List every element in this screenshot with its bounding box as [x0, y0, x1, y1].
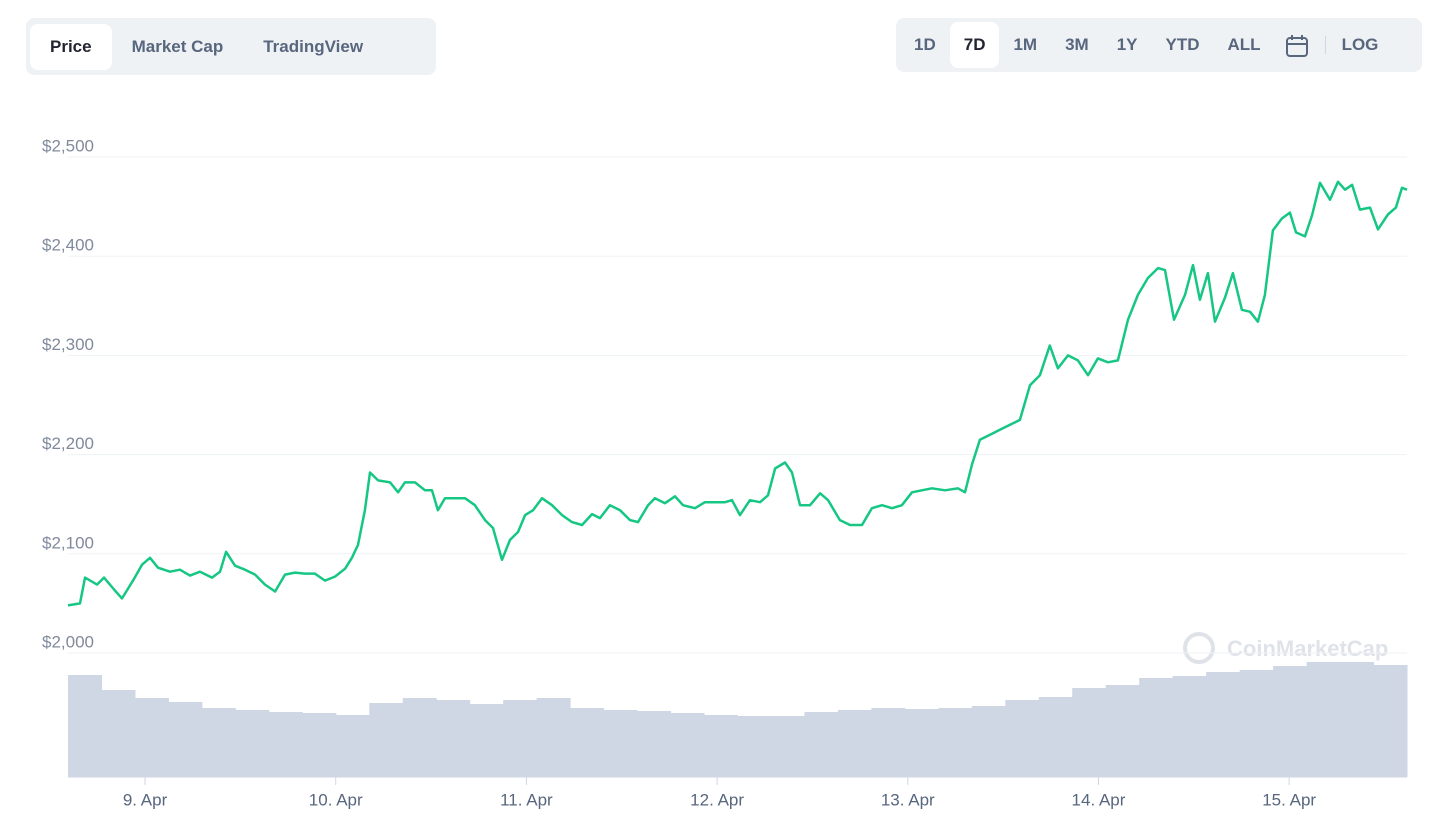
volume-bar: [536, 698, 571, 777]
x-tick-label: 12. Apr: [690, 790, 744, 809]
price-line: [67, 180, 1408, 607]
volume-bar: [1038, 697, 1073, 777]
volume-bar: [201, 708, 236, 777]
x-tick-label: 15. Apr: [1262, 790, 1316, 809]
volume-bar: [68, 675, 102, 777]
y-tick-label: $2,300: [42, 335, 94, 354]
view-tab[interactable]: TradingView: [263, 36, 364, 56]
volume-bar: [837, 710, 872, 777]
volume-bar: [436, 700, 471, 777]
y-tick-label: $2,100: [42, 533, 94, 552]
y-tick-label: $2,000: [42, 632, 94, 651]
watermark-text: CoinMarketCap: [1227, 636, 1388, 661]
log-button[interactable]: LOG: [1341, 35, 1379, 54]
volume-bar: [804, 712, 839, 777]
volume-bar: [503, 700, 538, 777]
x-tick-label: 14. Apr: [1072, 790, 1126, 809]
volume-bar: [1072, 688, 1107, 777]
volume-bar: [737, 716, 772, 777]
x-tick-label: 10. Apr: [309, 790, 363, 809]
x-tick-label: 11. Apr: [500, 790, 553, 809]
volume-bar: [904, 709, 939, 777]
watermark-logo: [1183, 632, 1215, 664]
volume-bar: [1239, 670, 1274, 777]
range-tab[interactable]: 1Y: [1116, 35, 1138, 54]
volume-bar: [168, 702, 203, 777]
view-tabs: Price Market Cap TradingView: [26, 18, 436, 75]
volume-bar: [1172, 676, 1207, 777]
watermark: CoinMarketCap: [1183, 632, 1388, 664]
separator: [1324, 36, 1326, 54]
view-tab[interactable]: Market Cap: [131, 36, 224, 56]
range-tab[interactable]: ALL: [1227, 35, 1261, 54]
y-tick-label: $2,200: [42, 434, 94, 453]
volume-bar: [134, 698, 169, 777]
volume-bar: [938, 708, 973, 777]
calendar-icon: [1285, 34, 1308, 57]
volume-bar: [302, 713, 337, 777]
y-tick-label: $2,500: [42, 136, 94, 155]
volume-bar: [369, 703, 404, 777]
volume-bar: [704, 715, 738, 777]
range-tabs: 1D 7D 1M 3M 1Y YTD ALL LOG: [896, 18, 1422, 72]
volume-bar: [670, 713, 705, 777]
volume-bar: [603, 710, 638, 777]
volume-bar: [1273, 666, 1308, 777]
volume-bar: [871, 708, 906, 777]
volume-bar: [268, 712, 303, 777]
volume-bar: [101, 690, 136, 777]
volume-bar: [637, 711, 672, 777]
calendar-button[interactable]: [1275, 22, 1319, 68]
volume-bar: [570, 708, 605, 777]
y-tick-label: $2,400: [42, 236, 94, 255]
volume-bar: [335, 715, 370, 777]
volume-bar: [770, 716, 805, 777]
range-tab[interactable]: 7D: [949, 22, 1000, 68]
volume-bar: [1306, 662, 1341, 777]
x-tick-label: 13. Apr: [881, 790, 935, 809]
view-tab[interactable]: Price: [30, 23, 112, 70]
x-tick-label: 9. Apr: [123, 790, 168, 809]
range-tab[interactable]: 1D: [914, 35, 936, 54]
range-tab[interactable]: 3M: [1065, 35, 1089, 54]
volume-bar: [469, 704, 504, 777]
volume-bar: [1139, 678, 1174, 777]
volume-bar: [1340, 662, 1375, 777]
volume-bar: [402, 698, 437, 777]
range-tab[interactable]: 1M: [1013, 35, 1038, 54]
volume-bar: [235, 710, 270, 777]
volume-bar: [1105, 685, 1140, 777]
volume-bar: [1005, 700, 1040, 777]
volume-bar: [1206, 672, 1241, 777]
volume-bar: [1373, 665, 1408, 777]
volume-bar: [971, 706, 1006, 777]
range-tab[interactable]: YTD: [1165, 35, 1200, 54]
